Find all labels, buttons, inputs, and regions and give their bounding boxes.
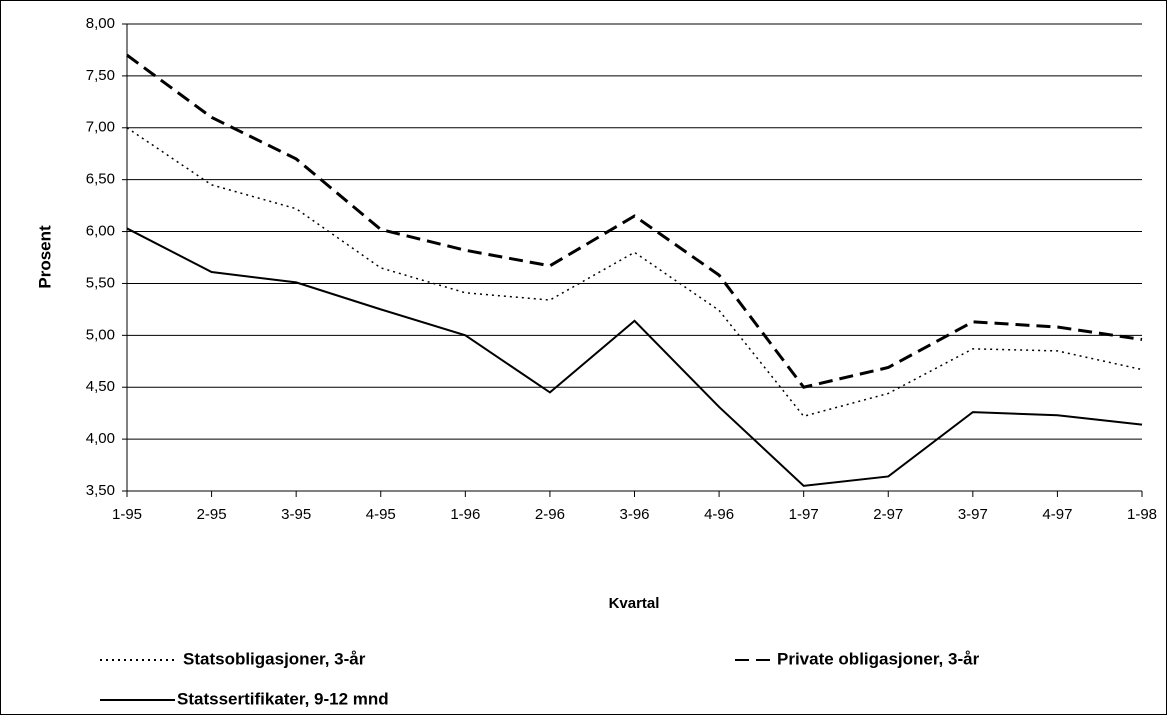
y-tick-label: 7,50 [86,67,115,84]
x-tick-label: 1-98 [1127,506,1157,523]
y-tick-label: 6,50 [86,171,115,188]
y-tick-label: 8,00 [86,15,115,32]
x-axis-label: Kvartal [609,595,660,612]
x-tick-label: 3-97 [958,506,988,523]
series-line [126,227,1143,487]
x-tick-label: 3-95 [281,506,311,523]
series-line [126,127,1143,418]
y-tick-label: 5,50 [86,274,115,291]
legend-label: Private obligasjoner, 3-år [777,649,980,668]
series-line [126,53,1143,389]
x-tick-label: 4-96 [704,506,734,523]
x-tick-label: 1-95 [112,506,142,523]
legend-label: Statssertifikater, 9-12 mnd [177,689,389,708]
y-tick-label: 4,50 [86,378,115,395]
x-tick-label: 2-97 [873,506,903,523]
x-tick-label: 2-96 [535,506,565,523]
y-tick-label: 3,50 [86,482,115,499]
x-tick-label: 4-97 [1042,506,1072,523]
x-tick-label: 3-96 [619,506,649,523]
x-tick-label: 2-95 [197,506,227,523]
y-tick-label: 4,00 [86,430,115,447]
y-tick-label: 7,00 [86,119,115,136]
y-tick-label: 6,00 [86,223,115,240]
x-tick-label: 1-96 [450,506,480,523]
legend-label: Statsobligasjoner, 3-år [183,649,366,668]
x-tick-label: 1-97 [789,506,819,523]
x-tick-label: 4-95 [366,506,396,523]
y-tick-label: 5,00 [86,326,115,343]
y-axis-label: Prosent [35,225,54,289]
